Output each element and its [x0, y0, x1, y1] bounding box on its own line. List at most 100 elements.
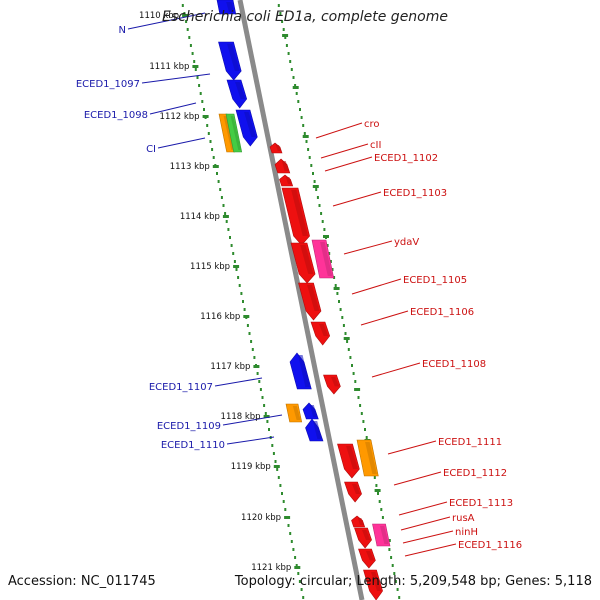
scale-tick [282, 34, 289, 37]
gene-shape[interactable] [363, 569, 383, 600]
track-dot [339, 308, 342, 311]
gene-label-eced1-1106[interactable]: ECED1_1106 [410, 307, 474, 318]
gene-shading [281, 161, 289, 171]
gene-feature[interactable] [274, 158, 291, 174]
gene-feature[interactable] [358, 548, 376, 569]
gene-feature[interactable] [225, 113, 243, 153]
track-dot [256, 372, 259, 375]
gene-feature[interactable] [344, 481, 362, 503]
gene-shading [346, 446, 358, 469]
track-dot [360, 412, 363, 415]
track-dot [289, 532, 292, 535]
gene-label-ci[interactable]: CI [146, 144, 156, 155]
gene-shape[interactable] [226, 79, 248, 109]
gene-feature[interactable] [235, 109, 258, 147]
gene-label-eced1-1102[interactable]: ECED1_1102 [374, 153, 438, 164]
track-dot [189, 44, 192, 47]
label-leader [404, 543, 457, 557]
track-dot [203, 108, 205, 111]
scale-tick [333, 287, 340, 290]
scale-label: 1118 kbp [221, 412, 261, 422]
track-dot [279, 12, 282, 15]
scale-label: 1114 kbp [180, 212, 220, 222]
track-dot [211, 148, 214, 151]
track-dot [388, 548, 391, 551]
gene-feature[interactable] [305, 418, 324, 442]
track-dot [183, 12, 186, 15]
scale-tick [343, 337, 350, 340]
track-dot [259, 388, 262, 391]
gene-feature[interactable] [269, 142, 283, 154]
track-dot [326, 244, 329, 247]
gene-feature[interactable] [216, 0, 237, 15]
track-dot [230, 244, 233, 247]
gene-label-eced1-1112[interactable]: ECED1_1112 [443, 468, 507, 479]
gene-feature[interactable] [226, 79, 248, 109]
left-dotted-track [181, 4, 305, 599]
track-dot [297, 572, 300, 575]
gene-feature[interactable] [279, 174, 294, 187]
gene-feature[interactable] [310, 321, 331, 346]
scale-label: 1116 kbp [200, 312, 240, 322]
gene-label-eced1-1107[interactable]: ECED1_1107 [149, 382, 213, 393]
gene-feature[interactable] [290, 242, 316, 284]
gene-feature[interactable] [281, 187, 310, 246]
gene-feature[interactable] [363, 569, 383, 600]
label-leader [387, 440, 437, 455]
gene-feature[interactable] [302, 402, 319, 420]
scale-tick [233, 265, 240, 268]
gene-shading [244, 112, 256, 137]
gene-label-ninh[interactable]: ninH [455, 527, 478, 538]
track-dot [354, 380, 357, 383]
gene-label-eced1-1098[interactable]: ECED1_1098 [84, 110, 148, 121]
gene-label-eced1-1103[interactable]: ECED1_1103 [383, 188, 447, 199]
gene-feature[interactable] [372, 523, 391, 547]
track-dot [346, 340, 349, 343]
gene-label-eced1-1105[interactable]: ECED1_1105 [403, 275, 467, 286]
track-dot [333, 276, 336, 279]
gene-label-eced1-1110[interactable]: ECED1_1110 [161, 440, 225, 451]
gene-shape[interactable] [279, 174, 294, 187]
track-dot [295, 564, 298, 567]
gene-label-eced1-1109[interactable]: ECED1_1109 [157, 421, 221, 432]
gene-shading [285, 177, 292, 184]
gene-label-eced1-1108[interactable]: ECED1_1108 [422, 359, 486, 370]
gene-label-ydav[interactable]: ydaV [394, 237, 419, 248]
gene-label-eced1-1113[interactable]: ECED1_1113 [449, 498, 513, 509]
gene-label-cro[interactable]: cro [364, 119, 380, 130]
track-dot [258, 380, 261, 383]
gene-label-eced1-1097[interactable]: ECED1_1097 [76, 79, 140, 90]
gene-shading [313, 421, 322, 439]
gene-feature[interactable] [354, 527, 372, 549]
gene-feature[interactable] [285, 403, 303, 423]
gene-labels[interactable]: N ECED1_1097 ECED1_1098 CI ECED1_1107 ECED1_1… [76, 25, 522, 551]
track-dot [320, 212, 323, 215]
track-dot [290, 540, 293, 543]
gene-feature[interactable] [311, 239, 335, 279]
gene-feature[interactable] [323, 374, 341, 395]
gene-label-cii[interactable]: cII [370, 140, 381, 151]
gene-feature[interactable] [298, 282, 322, 321]
track-dot [216, 172, 218, 175]
gene-feature[interactable] [218, 41, 242, 81]
scale-tick [273, 465, 280, 468]
gene-shape[interactable] [351, 515, 366, 528]
track-dot [222, 204, 225, 207]
gene-feature[interactable] [351, 515, 366, 528]
gene-label-n[interactable]: N [119, 25, 126, 36]
scale-tick [222, 215, 229, 218]
gene-feature[interactable] [289, 352, 312, 390]
scale-tick [294, 566, 301, 569]
track-dot [393, 572, 396, 575]
gene-shape[interactable] [337, 443, 360, 479]
gene-feature[interactable] [337, 443, 360, 479]
gene-label-rusa[interactable]: rusA [452, 513, 475, 524]
gene-feature[interactable] [356, 439, 379, 477]
gene-label-eced1-1116[interactable]: ECED1_1116 [458, 540, 522, 551]
track-dot [248, 332, 251, 335]
scale-tick [312, 185, 319, 188]
track-dot [243, 308, 246, 311]
gene-label-eced1-1111[interactable]: ECED1_1111 [438, 437, 502, 448]
scale-label: 1110 kbp [139, 11, 179, 21]
track-dot [227, 228, 230, 231]
